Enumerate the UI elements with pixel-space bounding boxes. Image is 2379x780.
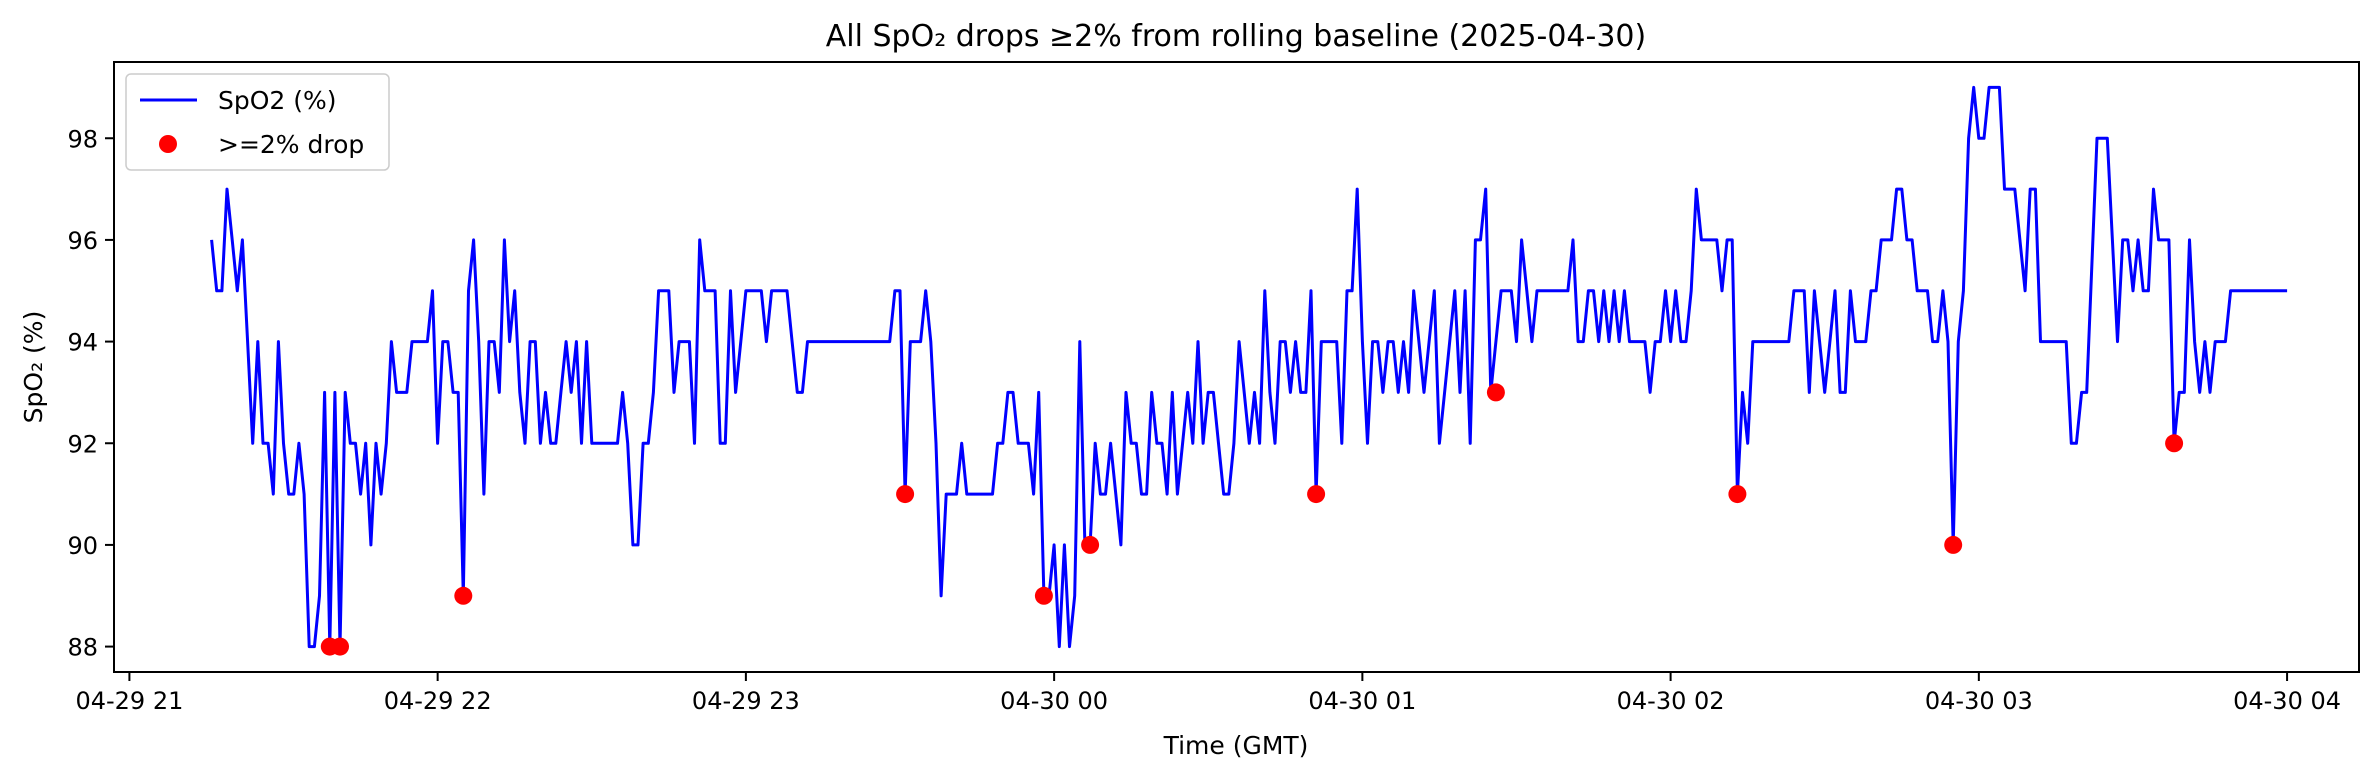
y-axis: 88 90 92 94 96 98 xyxy=(67,125,114,662)
x-tick-label: 04-30 03 xyxy=(1925,687,2033,715)
legend: SpO2 (%) >=2% drop xyxy=(125,73,390,171)
x-axis: 04-29 21 04-29 22 04-29 23 04-30 00 04-30 01… xyxy=(75,672,2341,715)
x-tick-label: 04-30 01 xyxy=(1308,687,1416,715)
spo2-series-line xyxy=(210,85,2288,649)
y-tick-label: 92 xyxy=(67,430,98,458)
y-tick-label: 98 xyxy=(67,125,98,153)
x-tick-label: 04-29 21 xyxy=(75,687,183,715)
legend-frame xyxy=(125,73,390,171)
drop-marker xyxy=(2165,434,2184,453)
x-tick-label: 04-30 00 xyxy=(1000,687,1108,715)
drop-marker xyxy=(896,485,915,504)
x-axis-label: Time (GMT) xyxy=(1163,731,1309,760)
chart-title: All SpO₂ drops ≥2% from rolling baseline… xyxy=(826,19,1646,54)
y-tick-label: 96 xyxy=(67,227,98,255)
legend-marker-swatch xyxy=(159,135,177,153)
drop-marker xyxy=(1034,586,1053,605)
y-tick-label: 94 xyxy=(67,329,98,357)
drop-marker xyxy=(1944,535,1963,554)
legend-label-spo2: SpO2 (%) xyxy=(218,86,337,115)
plot-area-frame xyxy=(113,61,2360,673)
drop-marker xyxy=(1081,535,1100,554)
x-tick-label: 04-29 22 xyxy=(384,687,492,715)
y-tick-label: 88 xyxy=(67,634,98,662)
drop-marker xyxy=(1486,383,1505,402)
x-tick-label: 04-30 02 xyxy=(1617,687,1725,715)
drop-marker xyxy=(1307,485,1326,504)
x-tick-label: 04-29 23 xyxy=(692,687,800,715)
spo2-line-layer xyxy=(210,85,2288,649)
drop-marker xyxy=(1728,485,1747,504)
y-axis-label: SpO₂ (%) xyxy=(19,311,48,424)
drop-marker xyxy=(454,586,473,605)
legend-label-drop: >=2% drop xyxy=(218,130,364,159)
drop-marker xyxy=(331,637,349,656)
y-tick-label: 90 xyxy=(67,532,98,560)
drop-marker-layer xyxy=(320,383,2184,656)
x-tick-label: 04-30 04 xyxy=(2233,687,2341,715)
